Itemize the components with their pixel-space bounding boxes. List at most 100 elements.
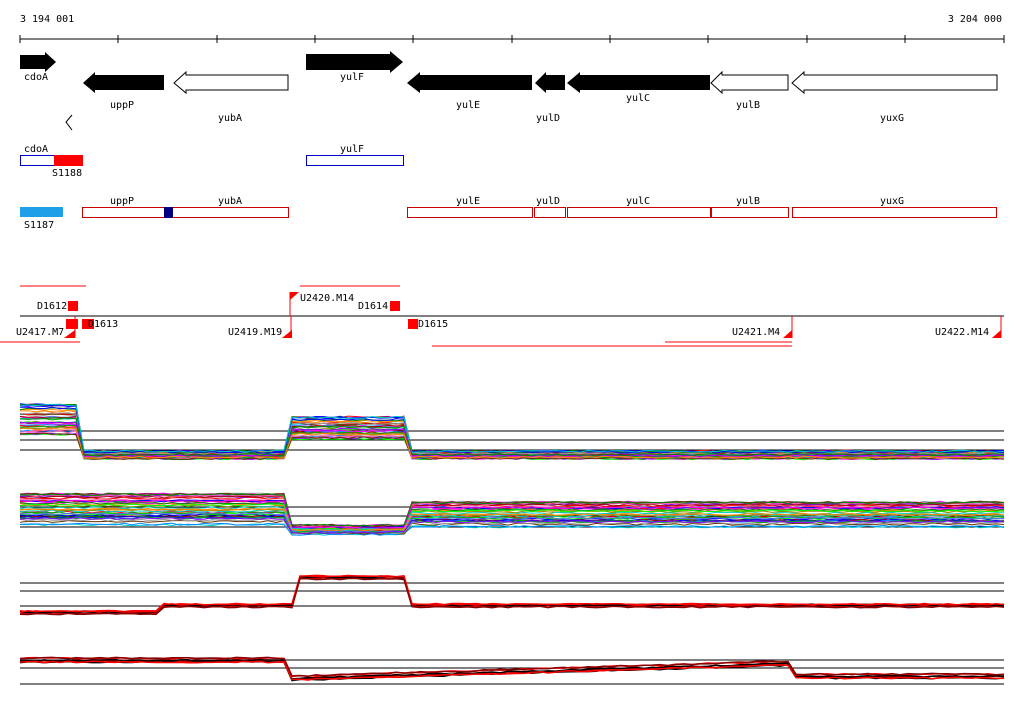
D1612-box[interactable] <box>68 301 78 311</box>
expression-trace <box>19 507 1005 532</box>
U2419-label: U2419.M19 <box>228 327 282 338</box>
expression-trace <box>19 417 1005 457</box>
transcript-yulF-label: yulF <box>340 144 364 155</box>
expression-trace <box>19 403 1005 453</box>
U2422-marker[interactable] <box>992 330 1001 338</box>
expression-trace <box>19 404 1004 453</box>
small-chevron-icon <box>65 114 73 131</box>
gene-yulB-arrow[interactable] <box>710 70 789 95</box>
expression-trace <box>19 409 1005 455</box>
expression-trace <box>19 493 1005 527</box>
transcript-yulB-label: yulB <box>736 196 760 207</box>
transcript-S1187-block[interactable] <box>20 207 63 217</box>
U2422-label: U2422.M14 <box>935 327 989 338</box>
transcript-uppP-marker <box>164 207 173 218</box>
expression-trace <box>19 415 1005 456</box>
D1613-box-a[interactable] <box>66 319 78 329</box>
gene-uppP-arrow[interactable] <box>83 72 164 93</box>
expression-trace <box>19 403 1005 453</box>
U2420-label: U2420.M14 <box>300 293 354 304</box>
expression-panel-1 <box>19 403 1005 461</box>
expression-trace <box>19 577 1005 616</box>
gene-yulE-arrow[interactable] <box>407 72 532 93</box>
expression-trace <box>19 499 1005 529</box>
transcript-yulD-label: yulD <box>536 196 560 207</box>
gene-yulC-arrow[interactable] <box>567 72 710 93</box>
expression-trace <box>19 515 1005 534</box>
transcript-yulB-box[interactable] <box>710 207 789 218</box>
expression-trace <box>19 412 1005 455</box>
D1615-label: D1615 <box>418 319 448 330</box>
expression-trace <box>19 412 1005 455</box>
gene-yulF-arrow[interactable] <box>306 51 403 73</box>
gene-yulF-label: yulF <box>340 72 364 83</box>
transcript-S1188-block[interactable] <box>54 155 83 166</box>
expression-trace <box>19 522 1005 536</box>
gene-cdoA-arrow[interactable] <box>20 52 56 72</box>
transcript-yulF-box[interactable] <box>306 155 404 166</box>
expression-trace <box>19 504 1005 531</box>
U2421-marker[interactable] <box>783 330 792 338</box>
D1613-label: D1613 <box>88 319 118 330</box>
transcript-S1187-label: S1187 <box>24 220 54 231</box>
gene-yubA-label: yubA <box>218 113 242 124</box>
ruler-ticks <box>19 35 1005 43</box>
gene-yulC-label: yulC <box>626 93 650 104</box>
expression-trace <box>19 501 1005 530</box>
expression-trace <box>19 413 1005 456</box>
start-coordinate: 3 194 001 <box>20 14 74 25</box>
expression-trace <box>19 656 1005 678</box>
gene-yuxG-arrow[interactable] <box>791 70 998 95</box>
D1612-label: D1612 <box>37 301 67 312</box>
transcript-yulD-box[interactable] <box>534 207 566 218</box>
transcript-yuxG-label: yuxG <box>880 196 904 207</box>
D1614-label: D1614 <box>358 301 388 312</box>
expression-trace <box>19 575 1005 613</box>
expression-trace <box>19 421 1005 458</box>
expression-panel-3 <box>19 574 1005 616</box>
regulatory-track: D1612 D1613 D1614 D1615 U2417.M7 U2419.M… <box>0 285 1004 347</box>
expression-panel-2 <box>19 492 1005 536</box>
transcript-S1188-label: S1188 <box>52 168 82 179</box>
gene-yuxG-label: yuxG <box>880 113 904 124</box>
expression-trace <box>19 422 1005 458</box>
D1613-box-b[interactable] <box>82 319 94 329</box>
transcript-yubA-label: yubA <box>218 196 242 207</box>
U2419-marker[interactable] <box>282 330 292 338</box>
expression-trace <box>19 506 1005 531</box>
expression-trace <box>19 516 1005 534</box>
transcript-yuxG-box[interactable] <box>792 207 997 218</box>
U2417-label: U2417.M7 <box>16 327 64 338</box>
gene-yulB-label: yulB <box>736 100 760 111</box>
D1615-box[interactable] <box>408 319 418 329</box>
expression-trace <box>19 427 1005 459</box>
expression-trace <box>19 658 1005 680</box>
expression-trace <box>19 495 1005 528</box>
expression-trace <box>19 660 1004 681</box>
gene-yubA-arrow[interactable] <box>173 70 289 95</box>
U2421-label: U2421.M4 <box>732 327 780 338</box>
expression-trace <box>19 510 1005 533</box>
transcript-yulE-label: yulE <box>456 196 480 207</box>
expression-trace <box>20 403 1005 453</box>
expression-panel-4 <box>19 656 1005 685</box>
gene-cdoA-label: cdoA <box>24 72 48 83</box>
transcript-yulC-box[interactable] <box>567 207 711 218</box>
transcript-uppP-label: uppP <box>110 196 134 207</box>
U2417-marker[interactable] <box>64 330 75 338</box>
transcript-yulE-box[interactable] <box>407 207 533 218</box>
gene-yulD-arrow[interactable] <box>535 72 565 93</box>
transcript-cdoA-label: cdoA <box>24 144 48 155</box>
transcript-uppP-yubA-box[interactable] <box>82 207 289 218</box>
gene-track: cdoA uppP yubA yulF yulE yulD yulC yulB … <box>20 51 998 131</box>
transcript-track: cdoA S1188 yulF S1187 uppP yubA yulE yul… <box>20 144 997 231</box>
D1614-box[interactable] <box>390 301 400 311</box>
expression-trace <box>19 403 1005 453</box>
gene-yulE-label: yulE <box>456 100 480 111</box>
U2420-marker[interactable] <box>290 292 299 300</box>
expression-trace <box>19 404 1005 453</box>
coordinate-ruler: 3 194 001 3 204 000 <box>19 14 1005 43</box>
expression-trace <box>19 406 1005 454</box>
expression-trace <box>19 512 1005 533</box>
